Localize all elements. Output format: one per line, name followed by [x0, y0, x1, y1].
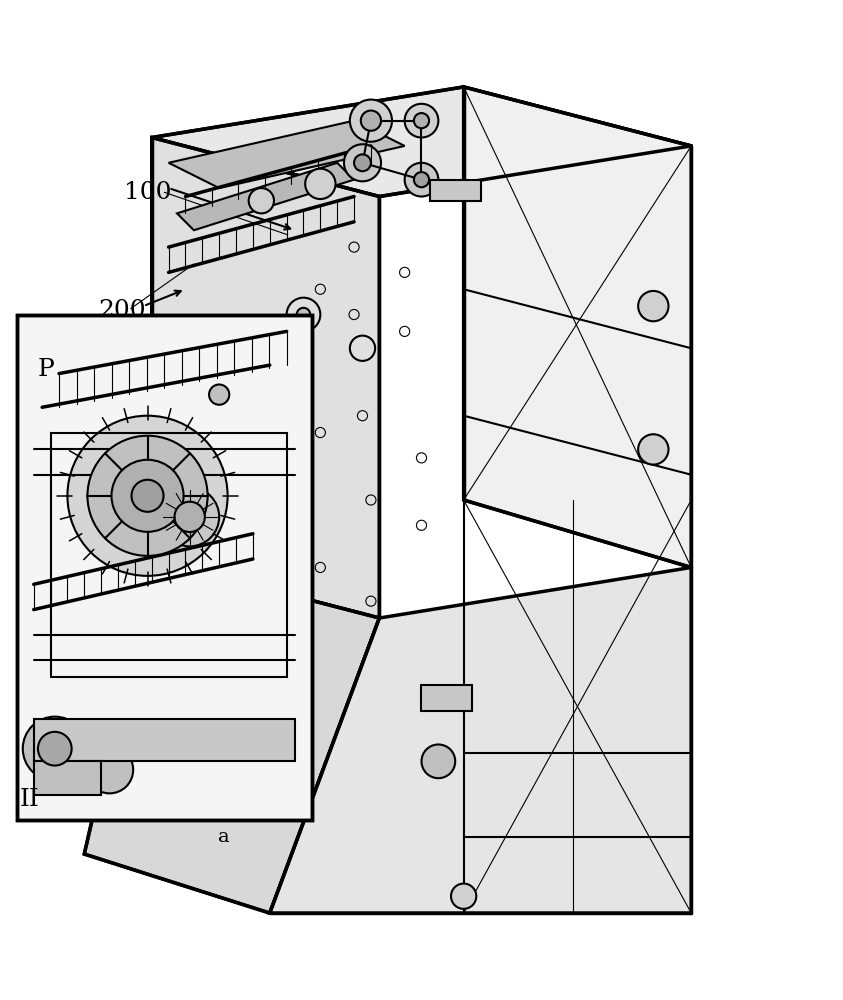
Text: 200: 200 [99, 299, 146, 322]
Polygon shape [84, 559, 379, 913]
Circle shape [354, 154, 371, 171]
Circle shape [638, 434, 668, 465]
Circle shape [414, 113, 429, 128]
Text: P: P [38, 358, 55, 381]
Circle shape [305, 169, 336, 199]
Polygon shape [177, 163, 354, 230]
Text: II: II [19, 788, 40, 811]
Bar [17, 315, 312, 820]
Bar [17, 315, 312, 820]
Polygon shape [169, 121, 405, 188]
Circle shape [638, 291, 668, 321]
Circle shape [287, 298, 320, 331]
Circle shape [405, 163, 438, 197]
Circle shape [67, 416, 228, 576]
Circle shape [344, 144, 381, 181]
Circle shape [422, 744, 455, 778]
Circle shape [88, 436, 207, 556]
Polygon shape [422, 685, 472, 711]
Circle shape [38, 732, 72, 766]
Circle shape [350, 336, 375, 361]
Polygon shape [270, 567, 691, 913]
Circle shape [451, 884, 476, 909]
Bar [430, 180, 481, 201]
Text: a: a [217, 828, 229, 846]
Polygon shape [464, 87, 691, 567]
Polygon shape [152, 87, 691, 197]
Circle shape [111, 460, 184, 532]
Polygon shape [152, 138, 379, 618]
Circle shape [350, 100, 392, 142]
Circle shape [249, 188, 274, 213]
Circle shape [160, 487, 219, 546]
Text: 100: 100 [124, 181, 171, 204]
Circle shape [414, 172, 429, 187]
Circle shape [175, 502, 205, 532]
Circle shape [297, 308, 310, 321]
Circle shape [86, 746, 133, 793]
Circle shape [23, 717, 87, 781]
Circle shape [361, 111, 381, 131]
Polygon shape [34, 719, 295, 761]
Circle shape [209, 385, 229, 405]
Circle shape [405, 104, 438, 138]
Circle shape [132, 480, 164, 512]
Polygon shape [34, 761, 101, 795]
